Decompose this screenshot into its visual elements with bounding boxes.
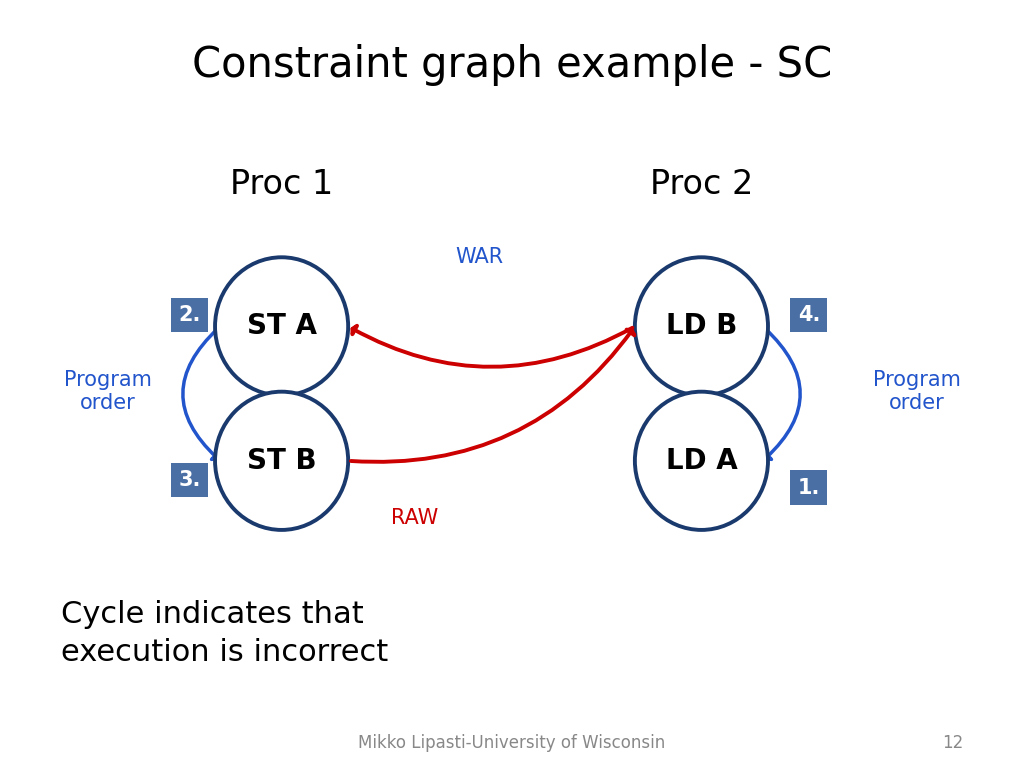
Text: LD A: LD A xyxy=(666,447,737,475)
Text: ST B: ST B xyxy=(247,447,316,475)
Text: Mikko Lipasti-University of Wisconsin: Mikko Lipasti-University of Wisconsin xyxy=(358,734,666,753)
Text: RAW: RAW xyxy=(391,508,438,528)
Text: Proc 1: Proc 1 xyxy=(230,168,333,200)
Text: 1.: 1. xyxy=(798,478,820,498)
Text: Program
order: Program order xyxy=(872,370,961,413)
Text: 12: 12 xyxy=(942,734,963,753)
Ellipse shape xyxy=(635,392,768,530)
Text: ST A: ST A xyxy=(247,313,316,340)
Text: 3.: 3. xyxy=(178,470,201,490)
Ellipse shape xyxy=(635,257,768,396)
Text: WAR: WAR xyxy=(456,247,503,267)
Text: Constraint graph example - SC: Constraint graph example - SC xyxy=(191,45,833,86)
Text: Program
order: Program order xyxy=(63,370,152,413)
Ellipse shape xyxy=(215,392,348,530)
Ellipse shape xyxy=(215,257,348,396)
Text: 2.: 2. xyxy=(178,305,201,325)
Text: LD B: LD B xyxy=(666,313,737,340)
Text: Cycle indicates that
execution is incorrect: Cycle indicates that execution is incorr… xyxy=(61,600,389,667)
Text: Proc 2: Proc 2 xyxy=(650,168,753,200)
Text: 4.: 4. xyxy=(798,305,820,325)
